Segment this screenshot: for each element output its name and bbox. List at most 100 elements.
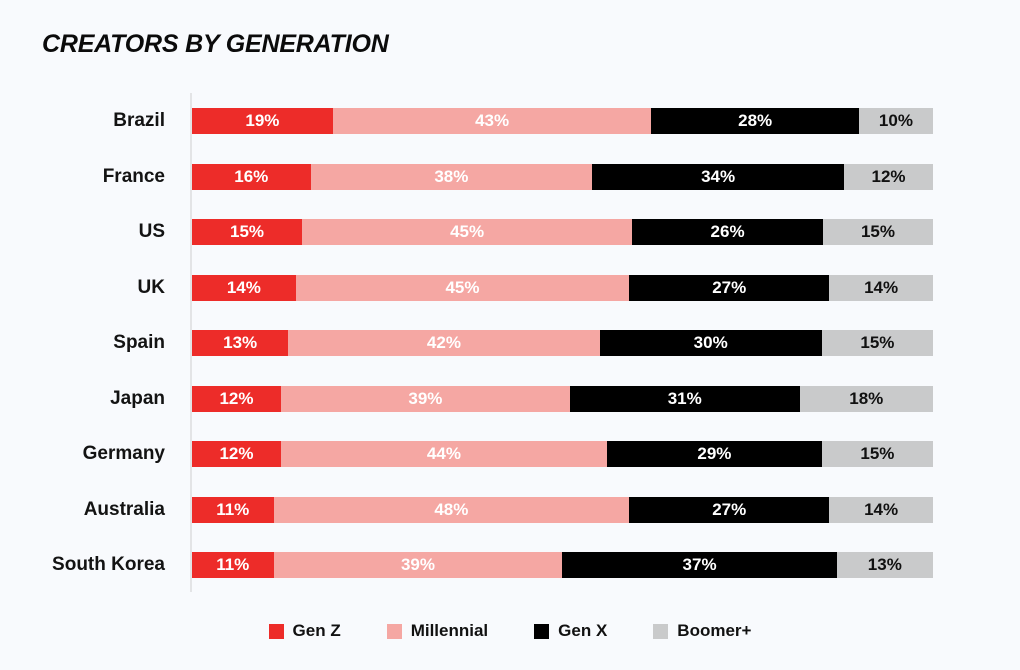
row-label: France [102,165,165,187]
legend-item: Millennial [386,621,489,641]
bar-segment: 29% [606,441,822,467]
segment-value-label: 11% [216,555,250,574]
bar-segment: 18% [799,385,933,412]
row-label: UK [137,276,165,298]
bar-segment: 44% [280,441,607,467]
bar-segment: 14% [829,274,933,301]
bar-segment: 26% [632,219,823,245]
segment-value-label: 28% [738,111,773,130]
bar-segment: 31% [569,385,800,412]
segment-value-label: 16% [234,166,269,186]
segment-value-label: 45% [445,277,480,297]
bar-segment: 14% [192,274,296,301]
bar-segment: 30% [599,330,822,356]
bar-segment: 11% [192,552,274,578]
segment-value-label: 43% [475,111,510,130]
chart-row: France 16% 38% 34% 12% [103,163,933,190]
legend-swatch-icon [534,623,550,639]
segment-value-label: 42% [426,333,461,352]
segment-value-label: 18% [849,388,884,408]
bar-segment: 12% [192,385,281,412]
legend-item: Gen X [534,621,607,641]
bar-segment: 16% [192,163,311,190]
bar-segment: 12% [192,441,281,467]
segment-value-label: 12% [219,388,254,408]
segment-value-label: 29% [697,444,732,463]
row-label: South Korea [52,554,165,575]
segment-value-label: 27% [712,499,747,519]
segment-value-label: 45% [450,222,485,241]
bar-track: 13% 42% 30% 15% [192,330,933,356]
segment-value-label: 39% [400,555,435,574]
row-label: Germany [82,443,165,464]
segment-value-label: 14% [864,499,899,519]
bar-track: 19% 43% 28% 10% [192,108,933,134]
chart-row: Australia 11% 48% 27% 14% [84,496,933,523]
bar-segment: 42% [288,330,600,356]
segment-value-label: 31% [667,388,702,408]
legend-label: Millennial [410,621,489,640]
segment-value-label: 13% [867,555,902,574]
bar-segment: 39% [280,385,570,412]
bar-segment: 12% [844,163,933,190]
segment-value-label: 37% [682,555,717,574]
bar-segment: 13% [836,552,933,578]
segment-value-label: 15% [860,444,895,463]
bar-segment: 11% [192,496,274,523]
bar-segment: 38% [310,163,593,190]
segment-value-label: 14% [226,277,261,297]
chart-row: Germany 12% 44% 29% 15% [83,441,933,467]
bar-track: 11% 39% 37% 13% [192,552,933,578]
bar-segment: 34% [592,163,845,190]
bar-segment: 48% [273,496,630,523]
bar-segment: 19% [192,108,333,134]
bar-segment: 43% [332,108,652,134]
bar-segment: 28% [651,108,859,134]
bar-segment: 39% [273,552,563,578]
bar-segment: 45% [302,219,633,245]
bar-track: 14% 45% 27% 14% [192,274,933,301]
legend-swatch-icon [268,623,284,639]
chart-row: Japan 12% 39% 31% 18% [110,385,933,412]
legend-label: Boomer+ [677,621,752,640]
bar-track: 12% 44% 29% 15% [192,441,933,467]
segment-value-label: 15% [860,333,895,352]
legend: Gen Z Millennial Gen X Boomer+ [0,621,1020,641]
chart-row: South Korea 11% 39% 37% 13% [52,552,933,578]
bar-segment: 27% [629,496,830,523]
row-label: Japan [110,387,165,409]
segment-value-label: 48% [434,499,469,519]
segment-value-label: 12% [871,166,906,186]
chart-row: UK 14% 45% 27% 14% [138,274,933,301]
bar-segment: 15% [822,219,933,245]
segment-value-label: 44% [426,444,461,463]
segment-value-label: 12% [219,444,254,463]
bar-track: 15% 45% 26% 15% [192,219,933,245]
segment-value-label: 10% [878,111,913,130]
segment-value-label: 15% [230,222,265,241]
bar-segment: 14% [829,496,933,523]
chart-title: CREATORS BY GENERATION [42,30,389,58]
bar-segment: 13% [192,330,289,356]
chart-plot-area: Brazil 19% 43% 28% 10% France 16% 38% 34… [52,93,933,592]
bar-segment: 15% [821,330,933,356]
row-label: Spain [113,332,165,353]
bar-segment: 37% [562,552,837,578]
segment-value-label: 30% [693,333,728,352]
bar-track: 12% 39% 31% 18% [192,385,933,412]
legend-label: Gen Z [292,621,341,640]
segment-value-label: 39% [408,388,443,408]
segment-value-label: 34% [701,166,736,186]
segment-value-label: 15% [860,222,895,241]
segment-value-label: 14% [864,277,899,297]
bar-segment: 27% [629,274,830,301]
legend-label: Gen X [558,621,608,640]
legend-item: Boomer+ [653,621,751,641]
legend-swatch-icon [653,623,669,639]
row-label: Australia [83,498,165,520]
bar-track: 11% 48% 27% 14% [192,496,933,523]
segment-value-label: 11% [216,499,250,519]
legend-swatch-icon [386,623,402,639]
legend-item: Gen Z [268,621,341,641]
segment-value-label: 38% [434,166,469,186]
